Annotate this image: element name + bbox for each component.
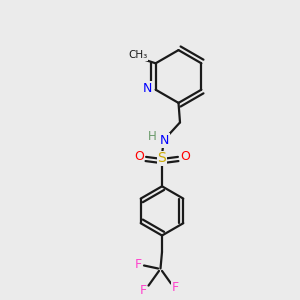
Text: O: O — [134, 150, 144, 164]
Text: F: F — [135, 257, 142, 271]
Text: F: F — [140, 284, 147, 297]
Text: F: F — [172, 281, 179, 294]
Text: S: S — [158, 152, 166, 165]
Text: O: O — [180, 150, 190, 164]
Text: H: H — [148, 130, 157, 143]
Text: CH₃: CH₃ — [128, 50, 147, 60]
Text: N: N — [160, 134, 169, 147]
Text: N: N — [142, 82, 152, 95]
